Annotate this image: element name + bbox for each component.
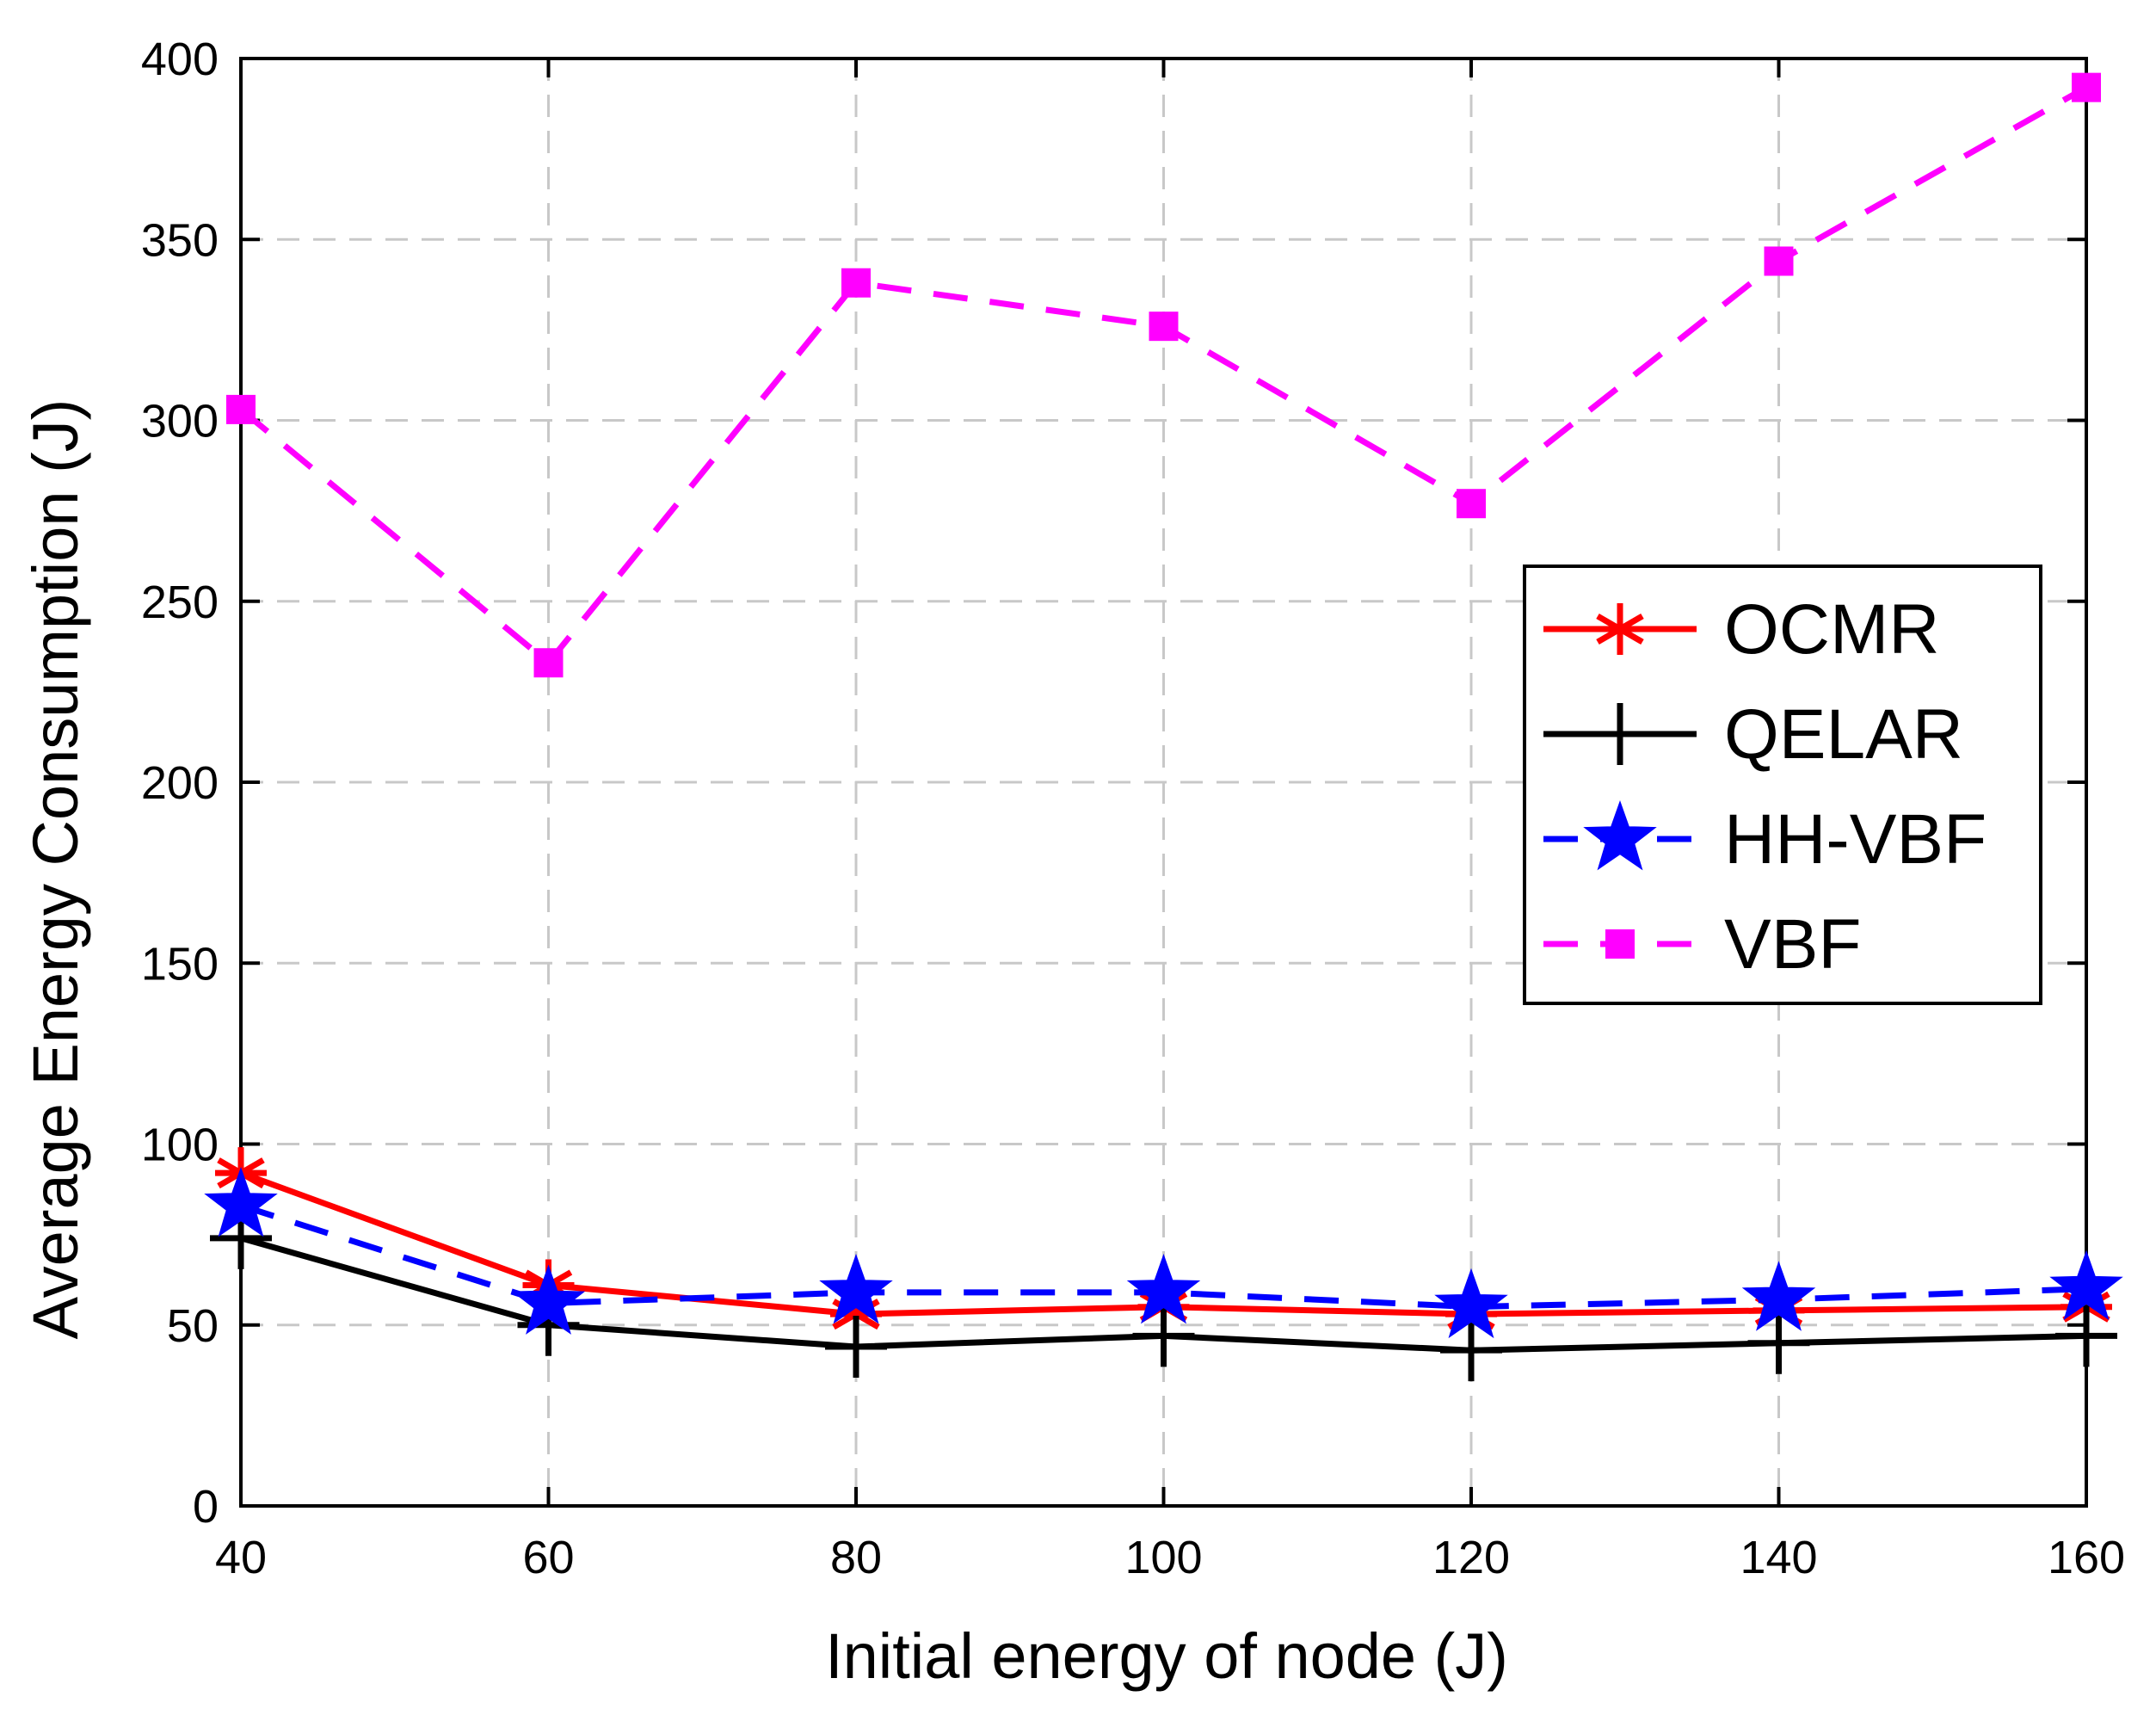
data-point [1741,1261,1816,1331]
data-point [2049,1249,2123,1321]
data-point [819,1253,893,1324]
data-point [226,394,256,424]
x-axis-label: Initial energy of node (J) [825,1620,1508,1692]
x-tick-label: 60 [522,1532,574,1583]
y-tick-label: 0 [193,1481,219,1533]
axes [239,57,2088,1508]
legend-item: VBF [1543,905,1861,984]
data-point [1434,1268,1508,1339]
legend-marker [1605,929,1635,959]
legend-marker [1589,703,1651,765]
y-tick-label: 100 [141,1120,219,1171]
tick-labels: 40 60 80 100 120 140 160 0 50 100 150 200 250 300 350 4… [141,34,2125,1583]
legend-marker [1594,603,1646,655]
legend-label: QELAR [1724,695,1963,774]
data-point [204,1167,278,1237]
data-point [825,1315,887,1378]
data-point [511,1264,586,1335]
series-hh-vbf [204,1167,2123,1339]
legend-item: HH-VBF [1543,800,1987,879]
x-tick-label: 100 [1124,1532,1202,1583]
y-tick-label: 200 [141,757,219,809]
data-point [533,648,564,678]
data-point [1764,246,1794,276]
data-point [1457,489,1486,519]
legend: OCMR QELAR HH-VBF VBF [1523,565,2042,1005]
legend-item: QELAR [1543,695,1963,774]
data-point [841,268,871,298]
y-tick-label: 150 [141,938,219,990]
data-point [2055,1305,2117,1367]
legend-marker [1583,800,1657,871]
y-tick-label: 350 [141,214,219,266]
data-point [1440,1319,1502,1382]
y-tick-label: 50 [167,1300,219,1352]
data-point [1149,312,1179,342]
data-point [1126,1253,1201,1324]
data-point [1132,1305,1195,1367]
x-tick-label: 140 [1740,1532,1817,1583]
x-tick-label: 40 [215,1532,267,1583]
x-tick-label: 160 [2048,1532,2125,1583]
legend-label: VBF [1724,905,1861,984]
legend-label: OCMR [1724,590,1940,669]
y-tick-label: 250 [141,577,219,628]
series-layer [204,72,2123,1382]
legend-item: OCMR [1543,590,1940,669]
series-vbf [226,72,2101,678]
data-point [2072,72,2101,102]
x-tick-label: 120 [1432,1532,1510,1583]
y-tick-label: 400 [141,34,219,85]
data-point [1747,1311,1810,1374]
y-axis-label: Average Energy Consumption (J) [20,399,91,1340]
y-tick-label: 300 [141,396,219,447]
x-tick-label: 80 [830,1532,882,1583]
legend-label: HH-VBF [1724,800,1987,879]
